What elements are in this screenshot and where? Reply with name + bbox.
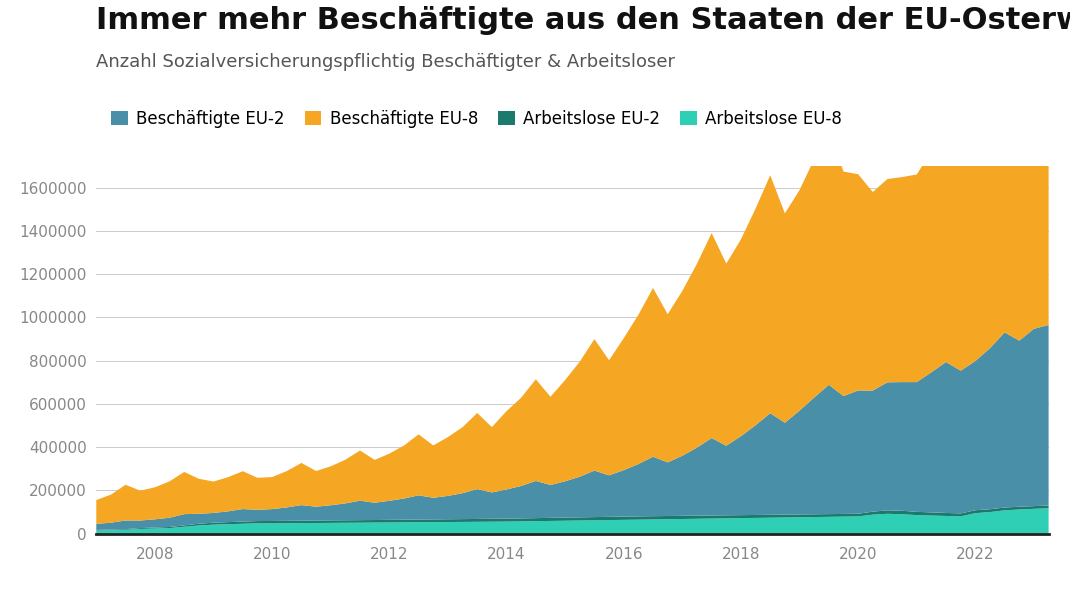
Text: Immer mehr Beschäftigte aus den Staaten der EU-Osterweiterung: Immer mehr Beschäftigte aus den Staaten … <box>96 6 1070 35</box>
Text: Anzahl Sozialversicherungspflichtig Beschäftigter & Arbeitsloser: Anzahl Sozialversicherungspflichtig Besc… <box>96 53 675 71</box>
Legend: Beschäftigte EU-2, Beschäftigte EU-8, Arbeitslose EU-2, Arbeitslose EU-8: Beschäftigte EU-2, Beschäftigte EU-8, Ar… <box>105 103 849 135</box>
